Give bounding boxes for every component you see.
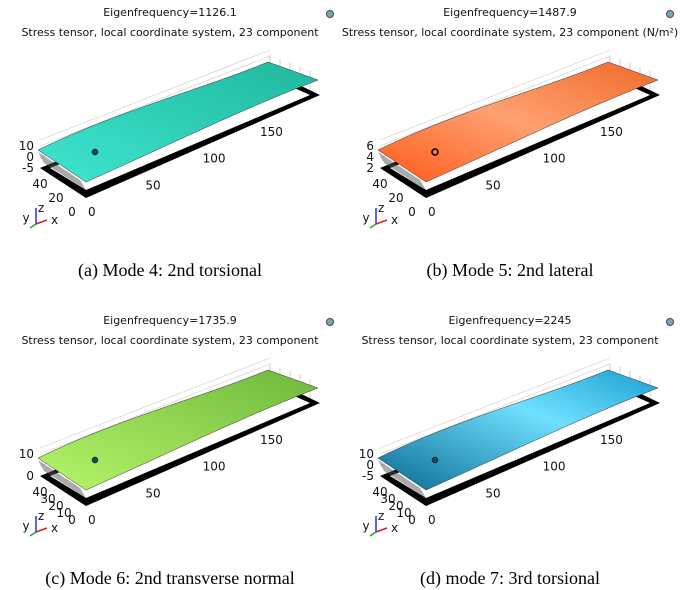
axis-arrow	[370, 224, 376, 228]
axis-arrow	[30, 224, 36, 228]
camera-icon	[327, 319, 334, 326]
axis-label: y	[22, 519, 29, 533]
y-tick-label: 20	[48, 191, 63, 205]
axis-label: z	[38, 201, 44, 215]
axis-arrow	[36, 528, 47, 532]
panel-subtitle: Stress tensor, local coordinate system, …	[21, 334, 319, 347]
axis-label: y	[22, 211, 29, 225]
caption: (d) mode 7: 3rd torsional	[420, 568, 600, 589]
panel-title: Eigenfrequency=1735.9	[103, 314, 237, 327]
hole	[92, 149, 98, 155]
x-tick-label: 0	[428, 513, 436, 527]
axis-label: x	[391, 213, 398, 227]
camera-icon	[667, 11, 674, 18]
axis-label: x	[51, 213, 58, 227]
x-tick-label: 100	[543, 460, 566, 474]
axis-arrow	[370, 532, 376, 536]
panel: Eigenfrequency=1735.9 Stress tensor, loca…	[19, 314, 334, 589]
caption: (a) Mode 4: 2nd torsional	[78, 260, 262, 281]
panel-subtitle: Stress tensor, local coordinate system, …	[21, 26, 319, 39]
axis-label: y	[362, 519, 369, 533]
hole	[432, 457, 438, 463]
z-tick-label: -5	[362, 469, 374, 483]
axis-label: y	[362, 211, 369, 225]
plate	[38, 62, 318, 182]
panel: Eigenfrequency=2245 Stress tensor, local …	[359, 314, 674, 589]
plate	[38, 370, 318, 490]
axis-label: z	[38, 509, 44, 523]
y-tick-label: 20	[388, 191, 403, 205]
y-tick-label: 0	[408, 205, 416, 219]
y-tick-label: 0	[68, 513, 76, 527]
x-tick-label: 50	[485, 486, 500, 500]
x-tick-label: 150	[260, 125, 283, 139]
camera-icon	[667, 319, 674, 326]
panel-title: Eigenfrequency=2245	[448, 314, 571, 327]
x-tick-label: 50	[145, 486, 160, 500]
z-tick-label: 2	[366, 161, 374, 175]
y-tick-label: 0	[68, 205, 76, 219]
panel: Eigenfrequency=1126.1 Stress tensor, loca…	[19, 6, 334, 281]
x-tick-label: 100	[203, 152, 226, 166]
axis-label: z	[378, 201, 384, 215]
x-tick-label: 100	[543, 152, 566, 166]
plate	[378, 62, 658, 182]
y-tick-label: 40	[32, 177, 47, 191]
z-tick-label: 10	[19, 447, 34, 461]
x-tick-label: 0	[88, 205, 96, 219]
camera-icon	[327, 11, 334, 18]
panel: Eigenfrequency=1487.9 Stress tensor, loca…	[342, 6, 678, 281]
x-tick-label: 50	[485, 178, 500, 192]
x-tick-label: 0	[88, 513, 96, 527]
x-tick-label: 0	[428, 205, 436, 219]
panel-subtitle: Stress tensor, local coordinate system, …	[342, 26, 678, 39]
x-tick-label: 50	[145, 178, 160, 192]
x-tick-label: 150	[260, 433, 283, 447]
axis-label: x	[391, 521, 398, 535]
panel-title: Eigenfrequency=1126.1	[103, 6, 237, 19]
z-tick-label: -5	[22, 161, 34, 175]
axis-arrow	[36, 220, 47, 224]
y-tick-label: 40	[372, 177, 387, 191]
x-tick-label: 150	[600, 433, 623, 447]
axis-label: x	[51, 521, 58, 535]
caption: (c) Mode 6: 2nd transverse normal	[45, 568, 294, 589]
x-tick-label: 100	[203, 460, 226, 474]
plate	[378, 370, 658, 490]
axis-arrow	[30, 532, 36, 536]
panel-title: Eigenfrequency=1487.9	[443, 6, 577, 19]
axis-arrow	[376, 528, 387, 532]
x-tick-label: 150	[600, 125, 623, 139]
y-tick-label: 0	[408, 513, 416, 527]
panel-subtitle: Stress tensor, local coordinate system, …	[361, 334, 659, 347]
axis-arrow	[376, 220, 387, 224]
hole	[92, 457, 98, 463]
figure: Eigenfrequency=1126.1 Stress tensor, loca…	[0, 0, 680, 590]
z-tick-label: 0	[26, 469, 34, 483]
axis-label: z	[378, 509, 384, 523]
caption: (b) Mode 5: 2nd lateral	[427, 260, 594, 281]
